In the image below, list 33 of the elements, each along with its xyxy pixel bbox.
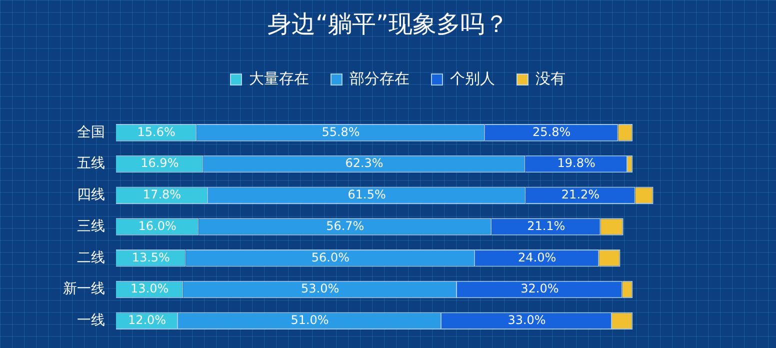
data-label: 53.0% [301, 282, 340, 296]
data-label: 51.0% [290, 313, 329, 328]
data-label: 15.6% [137, 124, 176, 139]
y-tick-label: 全国 [77, 124, 105, 140]
y-tick-label: 五线 [77, 156, 105, 172]
data-label: 21.2% [561, 188, 600, 202]
y-tick-label: 新一线 [63, 281, 105, 298]
data-label: 24.0% [518, 250, 556, 264]
data-label: 62.3% [345, 156, 384, 170]
y-tick-label: 二线 [77, 250, 105, 266]
data-label: 33.0% [508, 313, 546, 328]
data-label: 32.0% [520, 282, 559, 296]
data-label: 55.8% [322, 124, 360, 139]
data-label: 25.8% [532, 124, 571, 139]
legend-label: 没有 [536, 69, 566, 88]
y-tick-label: 一线 [77, 312, 105, 329]
legend-label: 大量存在 [249, 69, 309, 88]
data-label: 17.8% [142, 188, 182, 202]
chart-title: 身边“躺平”现象多吗？ [266, 9, 510, 40]
y-tick-label: 三线 [77, 218, 105, 234]
data-label: 61.5% [348, 188, 386, 202]
data-label: 13.0% [130, 282, 169, 296]
data-label: 16.0% [138, 218, 176, 233]
data-label: 13.5% [132, 250, 170, 264]
legend-label: 个别人 [450, 69, 495, 88]
y-tick-label: 四线 [77, 187, 105, 204]
data-label: 16.9% [140, 156, 179, 170]
data-label: 19.8% [557, 156, 596, 170]
data-label: 12.0% [128, 313, 166, 328]
data-label: 56.0% [311, 250, 350, 264]
legend-label: 部分存在 [350, 69, 410, 88]
data-label: 56.7% [326, 218, 364, 233]
data-label: 21.1% [527, 218, 566, 233]
